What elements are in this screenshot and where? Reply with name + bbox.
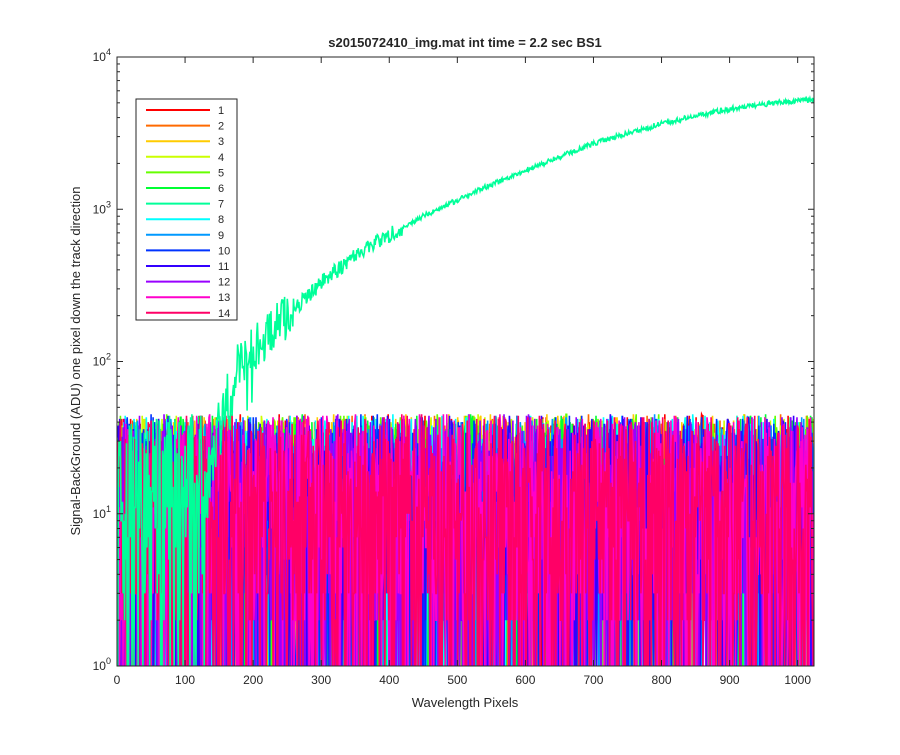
- legend-label-8: 8: [218, 214, 224, 226]
- x-tick-label: 300: [311, 673, 331, 687]
- legend-label-14: 14: [218, 308, 230, 320]
- x-tick-label: 0: [114, 673, 121, 687]
- x-tick-label: 600: [515, 673, 535, 687]
- legend-label-1: 1: [218, 105, 224, 117]
- y-tick-label: 100: [93, 656, 111, 673]
- x-tick-label: 800: [652, 673, 672, 687]
- legend-label-9: 9: [218, 230, 224, 242]
- series-layer: [117, 95, 814, 666]
- y-tick-label: 101: [93, 504, 111, 521]
- chart-title: s2015072410_img.mat int time = 2.2 sec B…: [328, 35, 602, 50]
- x-tick-label: 500: [447, 673, 467, 687]
- legend-label-5: 5: [218, 167, 224, 179]
- y-axis-label: Signal-BackGround (ADU) one pixel down t…: [68, 186, 83, 535]
- legend-label-11: 11: [218, 261, 229, 273]
- x-tick-label: 900: [720, 673, 740, 687]
- x-tick-label: 400: [379, 673, 399, 687]
- legend-label-7: 7: [218, 199, 224, 211]
- legend-box: [135, 98, 238, 321]
- legend-label-10: 10: [218, 245, 230, 257]
- y-tick-label: 102: [93, 352, 111, 369]
- series-line-7: [117, 95, 814, 666]
- legend-label-2: 2: [218, 121, 224, 133]
- legend-label-4: 4: [218, 152, 224, 164]
- legend-label-12: 12: [218, 277, 230, 289]
- y-tick-label: 104: [93, 47, 111, 64]
- x-axis: 0 100 200 300 400 500 600 700 800 900 1000: [114, 57, 811, 687]
- x-tick-label: 1000: [784, 673, 811, 687]
- legend-label-13: 13: [218, 292, 230, 304]
- x-tick-label: 700: [583, 673, 603, 687]
- series-line-14: [117, 414, 814, 666]
- x-tick-label: 100: [175, 673, 195, 687]
- y-tick-label: 103: [93, 199, 111, 216]
- x-tick-label: 200: [243, 673, 263, 687]
- x-axis-label: Wavelength Pixels: [412, 695, 519, 710]
- legend-label-6: 6: [218, 183, 224, 195]
- legend-label-3: 3: [218, 136, 224, 148]
